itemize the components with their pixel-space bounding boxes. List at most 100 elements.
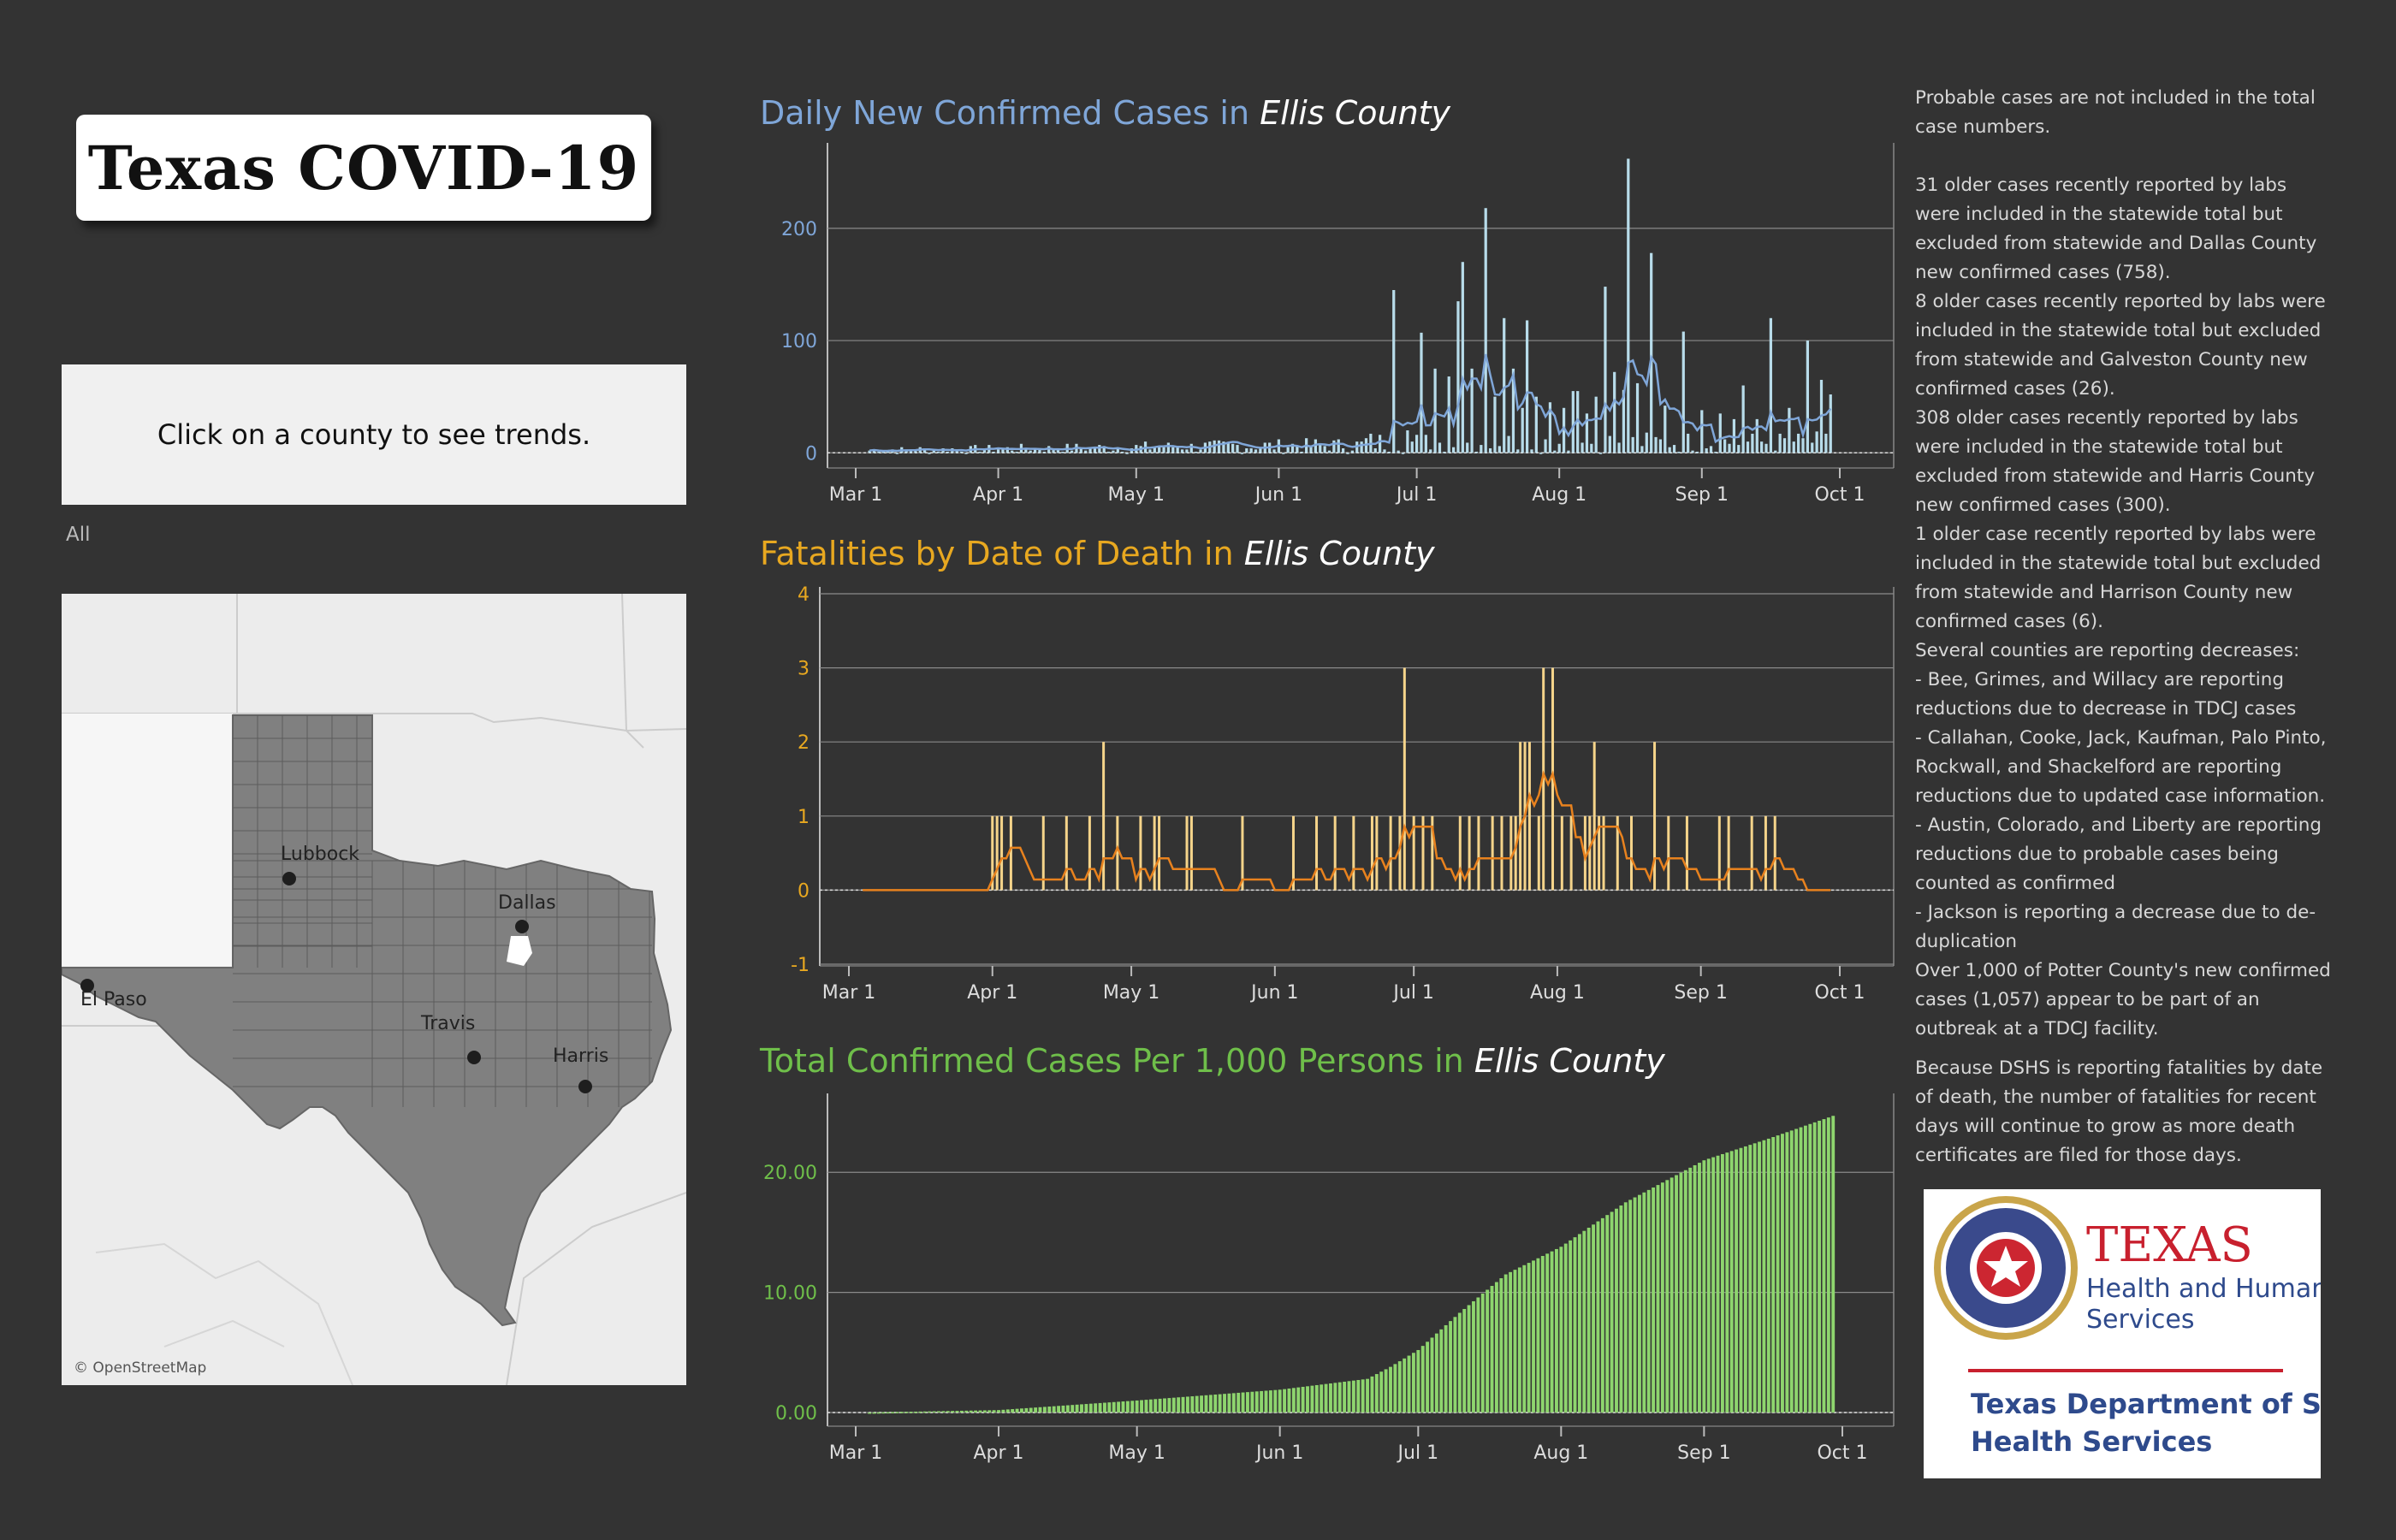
daily-bar [1760, 441, 1764, 453]
daily-bar [1714, 451, 1717, 453]
y-tick-label: 100 [781, 331, 817, 352]
cumulative-bar [1088, 1403, 1093, 1413]
cumulative-bar [1652, 1187, 1656, 1413]
daily-bar [928, 453, 931, 454]
daily-bar [1746, 441, 1750, 453]
travis-marker[interactable] [467, 1051, 481, 1064]
cumulative-bar [1370, 1376, 1374, 1413]
cumulative-bar [937, 1411, 940, 1413]
daily-bar [1622, 389, 1626, 453]
daily-bar [1148, 449, 1152, 453]
cumulative-bar [1675, 1175, 1678, 1413]
cumulative-bar [1084, 1404, 1088, 1413]
cumulative-bar [1494, 1282, 1498, 1413]
cumulative-bar [1291, 1388, 1296, 1413]
cumulative-bar [1812, 1122, 1817, 1413]
death-bar [1333, 815, 1337, 891]
cumulative-bar [992, 1410, 996, 1413]
daily-bar [872, 449, 876, 453]
death-bar [1727, 815, 1730, 891]
daily-bar [1171, 447, 1175, 453]
harris-marker[interactable] [578, 1080, 592, 1093]
cumulative-bar [1343, 1381, 1347, 1413]
el-paso-marker[interactable] [80, 979, 94, 992]
cumulative-bar [1476, 1297, 1480, 1413]
cumulative-bar [1623, 1202, 1628, 1413]
note-dallas: 31 older cases recently reported by labs… [1915, 175, 2317, 283]
county-map[interactable]: Lubbock Dallas El Paso Travis Harris © O… [62, 594, 686, 1385]
y-tick-label: 200 [781, 219, 817, 240]
cumulative-bar [1301, 1386, 1305, 1413]
cumulative-bar [1472, 1300, 1475, 1413]
daily-bar [1350, 450, 1354, 453]
deaths-title-prefix: Fatalities by Date of Death in [760, 535, 1244, 572]
daily-bar [1373, 448, 1377, 453]
x-tick-label: May 1 [1103, 982, 1159, 1004]
cumulative-bar [932, 1411, 936, 1413]
daily-bar [1718, 413, 1722, 453]
cumulative-bar [1449, 1321, 1452, 1413]
cumulative-bar [1047, 1407, 1052, 1413]
harris-label: Harris [553, 1045, 608, 1067]
daily-bar [992, 451, 995, 453]
daily-bar [1342, 448, 1345, 453]
daily-bar [1125, 453, 1129, 454]
cumulative-bar [1237, 1392, 1241, 1413]
cumulative-bar [1803, 1125, 1807, 1413]
daily-bar [1774, 450, 1777, 453]
daily-bar [1503, 317, 1506, 453]
note-jackson: - Jackson is reporting a decrease due to… [1915, 902, 2316, 952]
cumulative-bar [881, 1412, 886, 1414]
daily-bar [1098, 445, 1101, 453]
daily-bar [1778, 433, 1782, 453]
daily-bar [1249, 448, 1253, 453]
cumulative-bar [1190, 1396, 1195, 1413]
cumulative-bar [1540, 1256, 1545, 1413]
deaths-title-county: Ellis County [1243, 535, 1435, 572]
daily-bar [1176, 447, 1179, 453]
note-fatalities: Because DSHS is reporting fatalities by … [1915, 1057, 2323, 1166]
daily-bar [1231, 443, 1235, 453]
note-harris: 308 older cases recently reported by lab… [1915, 407, 2316, 516]
cumulative-bar [1743, 1146, 1747, 1413]
daily-bar [1327, 450, 1331, 453]
cumulative-bar [1420, 1346, 1425, 1413]
death-bar [1102, 742, 1106, 891]
filter-label[interactable]: All [66, 524, 91, 546]
cumulative-bar [1781, 1134, 1784, 1413]
lubbock-label: Lubbock [281, 844, 359, 865]
title-card: Texas COVID-19 [76, 115, 651, 221]
cumulative-bar [1264, 1390, 1268, 1413]
lubbock-marker[interactable] [282, 872, 296, 886]
x-tick-label: Oct 1 [1814, 982, 1865, 1004]
death-bar [1598, 815, 1601, 891]
daily-bar [1755, 418, 1758, 453]
cumulative-bar [899, 1412, 904, 1413]
daily-bar [1498, 446, 1501, 453]
x-tick-label: Apr 1 [973, 484, 1023, 506]
cumulative-bar [1698, 1163, 1701, 1413]
texas-shape[interactable] [62, 714, 673, 1327]
cumulative-bar [1227, 1393, 1231, 1413]
daily-bar [1695, 451, 1699, 453]
daily-bar [1737, 445, 1741, 453]
daily-bar [1461, 262, 1464, 453]
selected-county[interactable] [507, 936, 532, 966]
daily-bar [1668, 447, 1671, 453]
daily-bar [1782, 438, 1787, 453]
daily-bar [1199, 449, 1202, 453]
dallas-marker[interactable] [515, 920, 529, 933]
map-attribution[interactable]: © OpenStreetMap [74, 1359, 206, 1377]
cumulative-bar [1555, 1248, 1558, 1413]
death-bar [1468, 815, 1471, 891]
daily-bar [1806, 341, 1809, 453]
death-bar [1588, 815, 1592, 891]
daily-bar [1106, 451, 1111, 453]
cumulative-bar [1250, 1391, 1254, 1413]
death-bar [1139, 815, 1142, 891]
cumulative-bar [1628, 1199, 1633, 1413]
death-bar [1153, 815, 1156, 891]
cumulative-bar [964, 1410, 969, 1413]
daily-bar [1029, 450, 1032, 453]
